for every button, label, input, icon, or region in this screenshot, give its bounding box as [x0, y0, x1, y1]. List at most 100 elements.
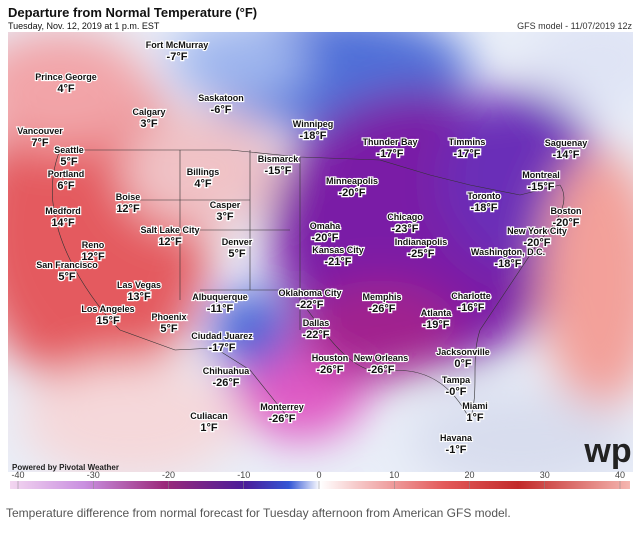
- caption: Temperature difference from normal forec…: [6, 506, 511, 520]
- city-name: Houston: [312, 353, 349, 363]
- city-name: Bismarck: [258, 154, 300, 164]
- city-value: -15°F: [527, 181, 554, 193]
- city-name: Toronto: [467, 191, 501, 201]
- city-name: Phoenix: [151, 312, 186, 322]
- city-value: 14°F: [51, 217, 75, 229]
- city-value: -21°F: [324, 256, 351, 268]
- city-name: Calgary: [132, 107, 165, 117]
- city-value: 4°F: [57, 83, 75, 95]
- city-name: Saskatoon: [198, 93, 244, 103]
- colorbar-tick-label: -20: [162, 470, 175, 480]
- colorbar-tick-label: -10: [237, 470, 250, 480]
- city-name: Billings: [187, 167, 220, 177]
- city-value: -25°F: [407, 248, 434, 260]
- city-name: Vancouver: [17, 126, 63, 136]
- city-value: -18°F: [494, 258, 521, 270]
- map-subtitle: Tuesday, Nov. 12, 2019 at 1 p.m. EST: [8, 21, 160, 31]
- city-value: -14°F: [552, 149, 579, 161]
- city-value: -17°F: [208, 342, 235, 354]
- city-name: Culiacan: [190, 411, 228, 421]
- city-name: Dallas: [303, 318, 330, 328]
- colorbar-tick-label: 0: [316, 470, 321, 480]
- city-name: Boston: [551, 206, 582, 216]
- city-value: -22°F: [302, 329, 329, 341]
- city-name: Minneapolis: [326, 176, 378, 186]
- city-value: -1°F: [446, 444, 467, 456]
- city-name: Fort McMurray: [146, 40, 209, 50]
- city-name: New Orleans: [354, 353, 409, 363]
- logo: wp: [583, 432, 631, 470]
- city-name: Saguenay: [545, 138, 588, 148]
- city-value: -26°F: [368, 303, 395, 315]
- city-name: New York City: [507, 226, 567, 236]
- city-value: 5°F: [228, 248, 246, 260]
- colorbar-tick-label: -40: [11, 470, 24, 480]
- borders: [52, 149, 565, 421]
- city-name: Albuquerque: [192, 292, 248, 302]
- city-value: -17°F: [453, 148, 480, 160]
- city-value: 12°F: [116, 203, 140, 215]
- colorbar-tick-label: 40: [615, 470, 625, 480]
- city-name: Boise: [116, 192, 141, 202]
- city-name: Charlotte: [451, 291, 491, 301]
- city-name: Atlanta: [421, 308, 452, 318]
- city-value: -0°F: [446, 386, 467, 398]
- city-value: -20°F: [523, 237, 550, 249]
- city-value: -16°F: [457, 302, 484, 314]
- map-field: [8, 32, 633, 472]
- city-name: Medford: [45, 206, 81, 216]
- city-name: Oklahoma City: [278, 288, 341, 298]
- city-name: Prince George: [35, 72, 97, 82]
- colorbar-scale: [10, 481, 630, 489]
- city-value: -20°F: [552, 217, 579, 229]
- model-label: GFS model - 11/07/2019 12z: [517, 21, 632, 31]
- city-name: Miami: [462, 401, 488, 411]
- city-name: Winnipeg: [293, 119, 333, 129]
- city-value: -23°F: [391, 223, 418, 235]
- city-name: Chihuahua: [203, 366, 250, 376]
- city-name: Washington, D.C.: [471, 247, 545, 257]
- city-value: 3°F: [140, 118, 158, 130]
- city-name: Thunder Bay: [362, 137, 417, 147]
- city-name: Jacksonville: [436, 347, 490, 357]
- city-value: 13°F: [127, 291, 151, 303]
- city-value: -26°F: [367, 364, 394, 376]
- city-value: -11°F: [207, 303, 234, 315]
- city-name: Memphis: [362, 292, 401, 302]
- city-name: Ciudad Juarez: [191, 331, 253, 341]
- city-name: Salt Lake City: [140, 225, 199, 235]
- city-value: -26°F: [316, 364, 343, 376]
- city-name: Indianapolis: [395, 237, 448, 247]
- city-value: 5°F: [58, 271, 76, 283]
- city-name: Havana: [440, 433, 473, 443]
- city-value: 4°F: [194, 178, 212, 190]
- city-name: San Francisco: [36, 260, 98, 270]
- colorbar-tick-label: -30: [87, 470, 100, 480]
- city-value: 5°F: [60, 156, 78, 168]
- city-name: Las Vegas: [117, 280, 161, 290]
- city-name: Portland: [48, 169, 85, 179]
- city-value: 1°F: [200, 422, 218, 434]
- colorbar: -40 -30 -20 -10 0 10 20 30 40: [10, 470, 630, 489]
- city-value: -17°F: [376, 148, 403, 160]
- city-value: 15°F: [96, 315, 120, 327]
- city-value: 6°F: [57, 180, 75, 192]
- city-name: Omaha: [310, 221, 342, 231]
- city-value: -18°F: [299, 130, 326, 142]
- city-value: 1°F: [466, 412, 484, 424]
- city-value: -22°F: [296, 299, 323, 311]
- city-value: 12°F: [81, 251, 105, 263]
- city-value: -26°F: [212, 377, 239, 389]
- city-name: Reno: [82, 240, 105, 250]
- city-name: Kansas City: [312, 245, 364, 255]
- city-value: -20°F: [338, 187, 365, 199]
- city-value: -19°F: [422, 319, 449, 331]
- city-name: Monterrey: [260, 402, 304, 412]
- city-name: Montreal: [522, 170, 560, 180]
- city-value: -6°F: [211, 104, 232, 116]
- city-name: Los Angeles: [81, 304, 134, 314]
- city-name: Timmins: [449, 137, 486, 147]
- colorbar-tick-label: 20: [464, 470, 474, 480]
- city-value: -20°F: [311, 232, 338, 244]
